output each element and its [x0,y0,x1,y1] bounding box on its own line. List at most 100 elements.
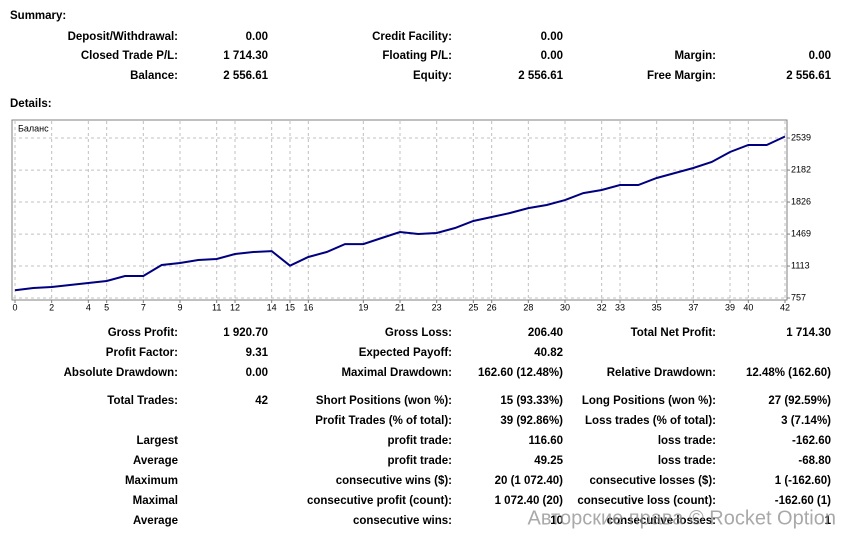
field-label: Equity: [413,70,452,82]
field-value: 1 714.30 [786,327,831,339]
field-label: Average [133,515,178,527]
field-value: -162.60 [792,435,831,447]
field-label: Margin: [674,50,716,62]
field-value: 0.00 [541,50,563,62]
x-tick-label: 4 [86,302,91,312]
field-value: 206.40 [528,327,563,339]
field-label: consecutive wins ($): [336,475,452,487]
watermark: Авторские права © Rocket Option [528,507,837,529]
x-tick-label: 35 [652,302,662,312]
y-tick-label: 757 [791,292,806,302]
y-tick-label: 1469 [791,228,811,238]
field-value: 2 556.61 [786,70,831,82]
y-tick-label: 1113 [791,260,810,270]
x-tick-label: 23 [432,302,442,312]
field-value: 2 556.61 [518,70,563,82]
field-value: 3 (7.14%) [781,415,831,427]
x-tick-label: 40 [743,302,753,312]
field-label: loss trade: [658,455,716,467]
field-label: consecutive profit (count): [307,495,452,507]
field-label: Closed Trade P/L: [81,50,178,62]
field-value: 0.00 [246,31,268,43]
field-label: Balance: [130,70,178,82]
field-value: 162.60 (12.48%) [478,367,563,379]
field-label: consecutive losses: [607,515,716,527]
x-tick-label: 7 [141,302,146,312]
x-tick-label: 16 [303,302,313,312]
field-value: 116.60 [528,435,563,447]
field-value: 10 [550,515,563,527]
field-label: consecutive loss (count): [577,495,716,507]
x-tick-label: 39 [725,302,735,312]
x-tick-label: 5 [104,302,109,312]
field-value: 2 556.61 [223,70,268,82]
chart-title: Баланс [18,123,49,133]
field-label: Largest [136,435,178,447]
field-value: -68.80 [798,455,831,467]
field-value: 39 (92.86%) [500,415,563,427]
x-tick-label: 11 [212,302,221,312]
field-value: 12.48% (162.60) [746,367,831,379]
field-value: 1 072.40 (20) [495,495,564,507]
x-tick-label: 26 [487,302,497,312]
field-label: consecutive losses ($): [589,475,716,487]
x-tick-label: 9 [177,302,182,312]
field-value: 9.31 [246,347,269,359]
field-value: 40.82 [534,347,563,359]
x-tick-label: 33 [615,302,625,312]
field-value: 1 [825,515,832,527]
field-label: Maximal [133,495,178,507]
x-tick-label: 0 [12,302,17,312]
x-tick-label: 25 [468,302,478,312]
field-label: Maximal Drawdown: [341,367,452,379]
field-label: profit trade: [387,435,452,447]
field-value: 0.00 [246,367,268,379]
field-label: Profit Trades (% of total): [315,415,452,427]
field-label: Absolute Drawdown: [64,367,178,379]
field-label: Long Positions (won %): [582,395,716,407]
field-label: Free Margin: [647,70,716,82]
field-label: Expected Payoff: [359,347,452,359]
field-label: Credit Facility: [372,31,452,43]
x-tick-label: 37 [688,302,698,312]
field-label: Short Positions (won %): [316,395,452,407]
field-label: Profit Factor: [106,347,178,359]
balance-line [14,135,786,292]
field-label: Total Trades: [107,395,178,407]
field-label: Average [133,455,178,467]
field-label: Floating P/L: [382,50,452,62]
x-tick-label: 30 [560,302,570,312]
field-label: Relative Drawdown: [607,367,716,379]
field-label: consecutive wins: [353,515,452,527]
x-tick-label: 15 [285,302,295,312]
field-label: loss trade: [658,435,716,447]
field-value: 15 (93.33%) [500,395,563,407]
field-value: 1 920.70 [223,327,268,339]
x-tick-label: 28 [523,302,533,312]
field-value: 27 (92.59%) [768,395,831,407]
field-label: Total Net Profit: [631,327,716,339]
field-label: Gross Loss: [385,327,452,339]
field-label: Loss trades (% of total): [585,415,716,427]
field-value: 1 (-162.60) [775,475,831,487]
x-tick-label: 21 [395,302,405,312]
field-value: 42 [255,395,268,407]
x-tick-label: 32 [597,302,607,312]
field-label: Maximum [125,475,178,487]
field-label: Deposit/Withdrawal: [68,31,178,43]
x-tick-label: 2 [49,302,54,312]
field-value: 1 714.30 [223,50,268,62]
y-tick-label: 2539 [791,132,811,142]
summary-title: Summary: [10,10,66,22]
field-value: -162.60 (1) [775,495,831,507]
x-tick-label: 19 [358,302,368,312]
field-value: 20 (1 072.40) [495,475,564,487]
field-label: Gross Profit: [108,327,178,339]
y-tick-label: 2182 [791,164,811,174]
chart-frame [11,119,788,301]
field-value: 49.25 [534,455,563,467]
y-tick-label: 1826 [791,196,811,206]
x-tick-label: 42 [780,302,790,312]
field-value: 0.00 [541,31,563,43]
